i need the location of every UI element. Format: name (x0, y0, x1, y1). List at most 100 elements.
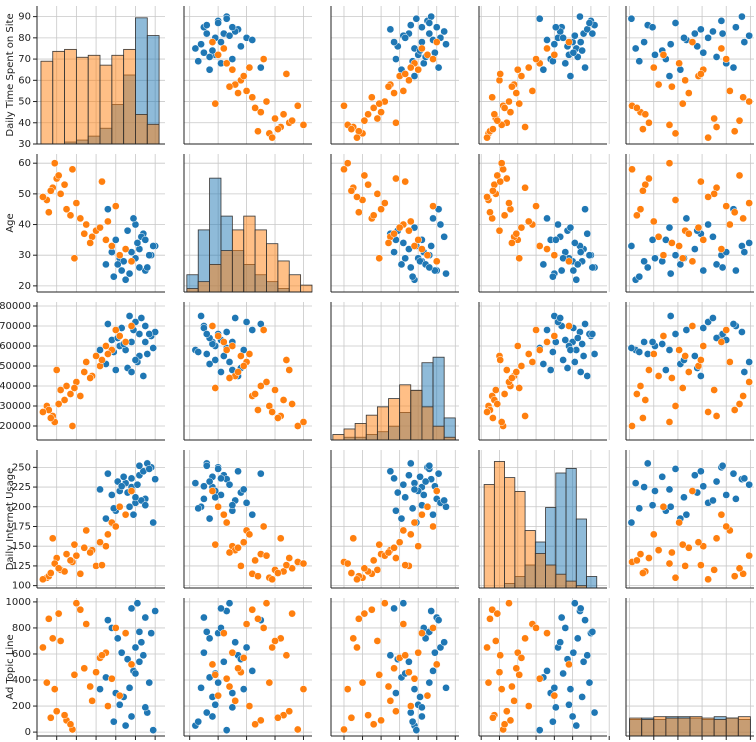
histogram-bar (376, 406, 389, 441)
scatter-point (133, 239, 142, 247)
scatter-point (590, 350, 599, 358)
panel (478, 6, 610, 145)
scatter-point (658, 472, 667, 481)
scatter-point (583, 229, 592, 238)
histogram-bar (504, 477, 516, 589)
scatter-point (228, 65, 237, 74)
scatter-point (390, 248, 398, 256)
panel: 30 40 50 60 70 80 90 (18, 6, 165, 150)
scatter-point (581, 205, 589, 214)
scatter-point (578, 340, 586, 348)
scatter-point (640, 338, 648, 346)
y-tick-label: 125 (12, 561, 31, 572)
scatter-point (211, 356, 220, 364)
histogram-bar (493, 461, 505, 589)
scatter-point (254, 127, 262, 136)
scatter-point (248, 326, 257, 334)
scatter-point (406, 702, 415, 710)
scatter-point (347, 713, 356, 722)
scatter-point (39, 643, 47, 652)
scatter-point (543, 338, 551, 346)
scatter-point (208, 712, 217, 721)
scatter-point (149, 726, 158, 734)
y-tick-label: 20000 (0, 421, 31, 432)
scatter-point (416, 693, 424, 701)
scatter-point (271, 114, 279, 123)
scatter-point (681, 352, 690, 360)
scatter-point (671, 330, 680, 338)
scatter-point (121, 245, 130, 253)
scatter-point (211, 540, 220, 549)
histogram-bar (399, 384, 412, 441)
scatter-point (668, 548, 676, 557)
scatter-point (375, 670, 384, 679)
y-tick-label: 200 (12, 502, 31, 513)
histogram-bar (300, 284, 313, 293)
y-tick-label: 70 (18, 54, 31, 65)
scatter-point (717, 17, 726, 25)
scatter-point (576, 604, 585, 613)
scatter-point (242, 498, 251, 507)
scatter-point (147, 629, 156, 638)
y-tick-label: 600 (12, 649, 31, 660)
scatter-point (135, 461, 144, 470)
scatter-point (133, 599, 142, 608)
scatter-point (384, 548, 393, 557)
scatter-point (722, 491, 731, 499)
scatter-point (259, 624, 268, 632)
scatter-point (528, 87, 537, 95)
scatter-point (262, 97, 271, 106)
scatter-point (115, 251, 124, 260)
scatter-point (242, 87, 251, 95)
scatter-point (248, 510, 257, 519)
y-axis-label: Daily Time Spent on Site (5, 13, 16, 136)
scatter-point (200, 648, 208, 657)
scatter-point (410, 674, 419, 683)
histogram-bar (545, 564, 557, 589)
scatter-point (682, 214, 691, 223)
scatter-point (82, 620, 91, 628)
scatter-point (353, 575, 361, 584)
scatter-point (565, 257, 573, 266)
scatter-point (648, 338, 657, 346)
scatter-point (251, 556, 259, 565)
histogram-bar (555, 472, 567, 589)
scatter-point (440, 496, 449, 505)
scatter-point (384, 82, 393, 91)
scatter-point (104, 320, 112, 328)
scatter-point (234, 368, 242, 376)
scatter-point (535, 726, 544, 734)
scatter-point (517, 72, 526, 80)
scatter-point (237, 562, 245, 570)
scatter-point (377, 205, 385, 214)
scatter-point (682, 326, 691, 334)
scatter-point (82, 220, 91, 229)
scatter-point (745, 97, 754, 106)
scatter-point (72, 199, 81, 207)
scatter-point (115, 502, 124, 511)
scatter-point (262, 551, 271, 560)
scatter-point (76, 214, 85, 223)
scatter-point (107, 491, 116, 499)
scatter-point (347, 569, 356, 577)
scatter-point (668, 82, 676, 91)
scatter-point (137, 314, 146, 322)
histogram-bar (123, 48, 136, 145)
scatter-point (384, 682, 393, 691)
y-tick-label: 30 (18, 139, 31, 150)
scatter-point (46, 186, 55, 195)
scatter-point (496, 177, 505, 186)
scatter-point (524, 702, 533, 710)
panel: 0 200 400 600 800 1000 (6, 597, 165, 740)
scatter-point (390, 474, 398, 483)
scatter-point (222, 346, 231, 354)
scatter-point (237, 352, 245, 360)
scatter-point (44, 208, 53, 217)
scatter-point (665, 418, 674, 426)
scatter-point (489, 186, 497, 195)
scatter-point (70, 670, 79, 679)
scatter-point (98, 651, 106, 660)
scatter-point (515, 670, 524, 679)
scatter-point (217, 604, 225, 613)
scatter-point (648, 23, 657, 32)
